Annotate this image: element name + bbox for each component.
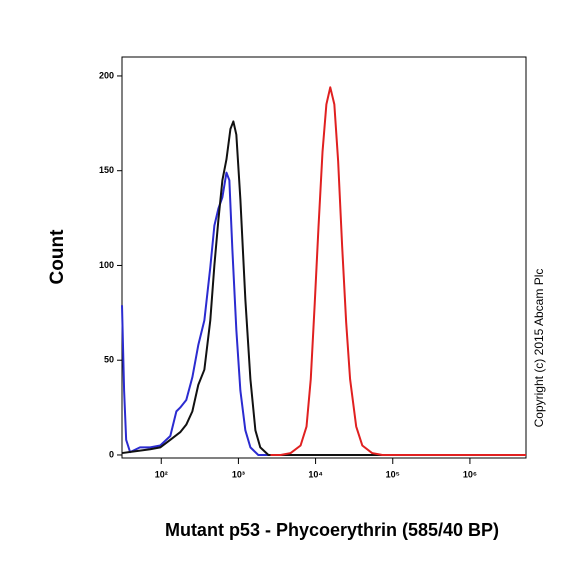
x-tick-label: 10²: [155, 469, 168, 479]
x-axis-label: Mutant p53 - Phycoerythrin (585/40 BP): [165, 520, 499, 540]
x-tick-label: 10³: [232, 469, 245, 479]
y-tick-label: 150: [99, 165, 114, 175]
y-tick-label: 0: [109, 449, 114, 459]
plot-frame: [121, 56, 527, 459]
series-line: [270, 86, 526, 456]
copyright: Copyright (c) 2015 Abcam Plc: [532, 269, 546, 428]
y-axis-label: Count: [47, 229, 68, 285]
x-tick-label: 10⁵: [386, 469, 400, 479]
series-line: [121, 120, 526, 456]
y-tick-label: 200: [99, 70, 114, 80]
y-tick-label: 100: [99, 260, 114, 270]
x-tick-label: 10⁴: [308, 469, 322, 479]
x-tick-label: 10⁶: [463, 469, 477, 479]
y-tick-label: 50: [104, 355, 114, 365]
series-line: [121, 171, 271, 456]
